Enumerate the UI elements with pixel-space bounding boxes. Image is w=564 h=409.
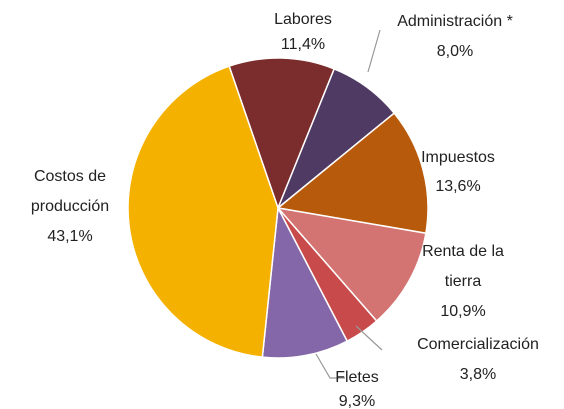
leader-line xyxy=(315,353,345,379)
value-label: 11,4% xyxy=(280,36,326,53)
pie-slice xyxy=(127,65,279,359)
slices xyxy=(127,57,429,359)
category-label: Labores xyxy=(274,11,332,28)
category-label: Comercialización xyxy=(417,336,539,353)
value-label: 13,6% xyxy=(435,178,481,195)
value-label: 9,3% xyxy=(338,393,376,409)
category-label: Administración * xyxy=(397,13,513,30)
category-label: Impuestos xyxy=(421,149,495,166)
leader-line xyxy=(355,325,383,351)
pie-slice xyxy=(261,205,349,359)
value-label: 43,1% xyxy=(47,228,93,245)
value-label: 8,0% xyxy=(436,43,474,60)
leader-line xyxy=(367,29,381,73)
pie-slice xyxy=(228,57,336,211)
category-label: Fletes xyxy=(335,369,379,386)
category-label: Costos de producción xyxy=(30,168,110,215)
value-label: 10,9% xyxy=(440,303,486,320)
pie-slice xyxy=(276,112,429,235)
value-label: 3,8% xyxy=(459,366,497,383)
category-label: Renta de la tierra xyxy=(422,243,504,290)
pie-slice xyxy=(276,206,427,323)
